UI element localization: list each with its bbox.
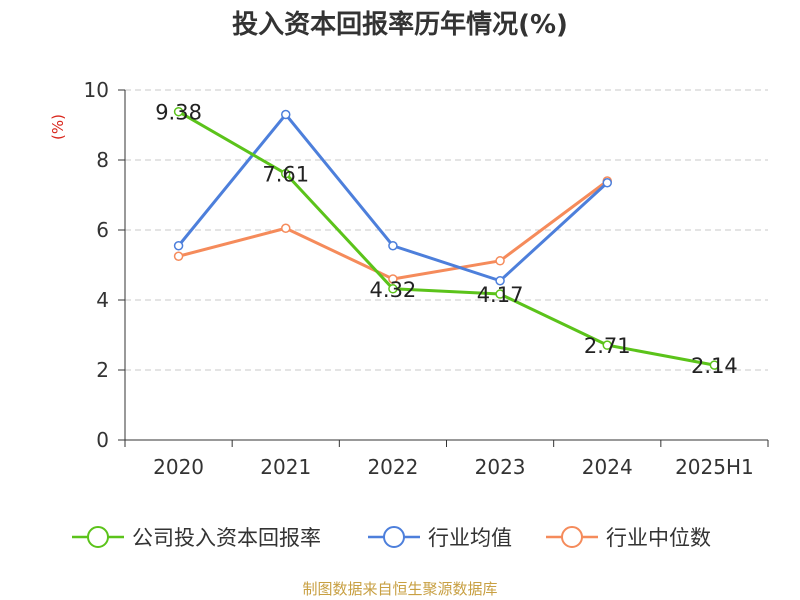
data-point — [495, 256, 505, 266]
legend-swatch-marker — [383, 526, 405, 548]
data-point — [173, 106, 184, 117]
x-tick-label: 2024 — [582, 455, 633, 479]
data-point — [281, 168, 291, 179]
legend-swatch-marker — [561, 526, 583, 548]
series-line-2 — [178, 179, 609, 281]
data-label: 4.32 — [370, 278, 417, 302]
data-point — [173, 241, 184, 251]
x-tick-label: 2025H1 — [675, 455, 754, 479]
y-axis-label: (%) — [49, 114, 67, 140]
y-tick-label: 0 — [96, 428, 109, 452]
data-point — [495, 276, 505, 286]
source-note: 制图数据来自恒生聚源数据库 — [302, 580, 498, 598]
data-point — [388, 274, 398, 284]
data-point — [281, 223, 291, 233]
series-line-1 — [177, 113, 609, 283]
data-point — [709, 360, 720, 370]
y-tick-label: 4 — [96, 288, 109, 312]
data-label: 2.14 — [691, 354, 738, 378]
legend-label: 公司投入资本回报率 — [132, 526, 321, 550]
data-point — [388, 284, 398, 294]
data-point — [602, 178, 612, 188]
x-tick-label: 2020 — [153, 455, 204, 479]
data-label: 4.17 — [477, 283, 524, 307]
y-tick-label: 2 — [96, 358, 109, 382]
data-point — [173, 251, 184, 261]
data-point — [281, 109, 291, 120]
y-tick-label: 8 — [96, 148, 109, 172]
y-tick-label: 6 — [96, 218, 109, 242]
chart-title: 投入资本回报率历年情况(%) — [232, 10, 568, 40]
data-label: 2.71 — [584, 334, 631, 358]
data-point — [388, 241, 398, 251]
legend-label: 行业中位数 — [606, 526, 711, 550]
legend-label: 行业均值 — [428, 526, 512, 550]
series-line-0 — [177, 110, 715, 367]
y-tick-label: 10 — [84, 78, 109, 102]
data-point — [495, 289, 505, 299]
x-tick-label: 2023 — [475, 455, 526, 479]
legend-swatch-marker — [87, 526, 109, 548]
x-tick-label: 2022 — [367, 455, 418, 479]
data-point — [602, 340, 612, 350]
x-tick-label: 2021 — [260, 455, 311, 479]
data-label: 7.61 — [262, 163, 309, 187]
data-label: 9.38 — [155, 101, 202, 125]
